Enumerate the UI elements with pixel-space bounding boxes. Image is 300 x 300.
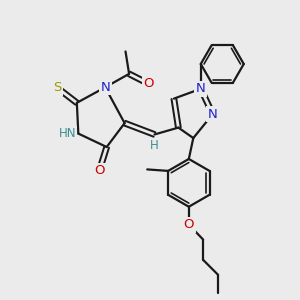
Text: O: O [94, 164, 104, 177]
Text: S: S [53, 81, 61, 94]
Text: O: O [184, 218, 194, 231]
Text: N: N [100, 81, 110, 94]
Text: N: N [196, 82, 206, 95]
Text: N: N [208, 108, 218, 121]
Text: O: O [143, 77, 154, 90]
Text: HN: HN [58, 127, 76, 140]
Text: H: H [149, 139, 158, 152]
